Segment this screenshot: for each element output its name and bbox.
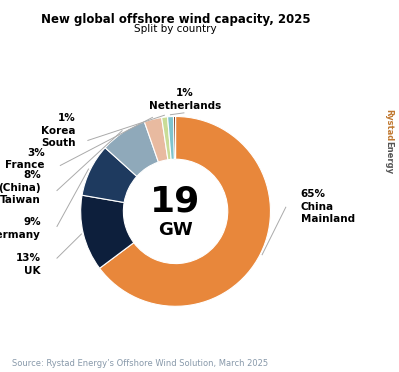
Text: France: France	[5, 160, 45, 170]
Text: Energy: Energy	[385, 141, 393, 174]
Text: UK: UK	[24, 266, 41, 276]
Text: 65%: 65%	[301, 189, 326, 199]
Text: 1%: 1%	[58, 113, 76, 124]
Wedge shape	[105, 122, 158, 176]
Wedge shape	[81, 195, 134, 268]
Text: 13%: 13%	[16, 253, 41, 263]
Wedge shape	[168, 116, 174, 159]
Text: Germany: Germany	[0, 230, 41, 240]
Text: 1%: 1%	[176, 88, 194, 98]
Wedge shape	[144, 118, 168, 162]
Text: 8%: 8%	[23, 170, 41, 180]
Text: New global offshore wind capacity, 2025: New global offshore wind capacity, 2025	[41, 13, 310, 26]
Text: 19: 19	[150, 185, 201, 219]
Wedge shape	[162, 117, 171, 160]
Text: 3%: 3%	[27, 148, 45, 158]
Text: Split by country: Split by country	[134, 24, 217, 34]
Text: China: China	[301, 202, 334, 212]
Text: Source: Rystad Energy’s Offshore Wind Solution, March 2025: Source: Rystad Energy’s Offshore Wind So…	[12, 359, 268, 368]
Text: South: South	[41, 138, 76, 148]
Wedge shape	[100, 116, 271, 306]
Text: Taiwan: Taiwan	[0, 195, 41, 205]
Text: (China): (China)	[0, 183, 41, 193]
Text: Rystad: Rystad	[385, 109, 393, 141]
Text: Netherlands: Netherlands	[149, 100, 221, 110]
Text: Mainland: Mainland	[301, 214, 355, 224]
Text: 9%: 9%	[23, 217, 41, 227]
Wedge shape	[82, 148, 137, 202]
Text: GW: GW	[158, 221, 193, 239]
Text: Korea: Korea	[41, 126, 76, 136]
Wedge shape	[174, 116, 176, 159]
